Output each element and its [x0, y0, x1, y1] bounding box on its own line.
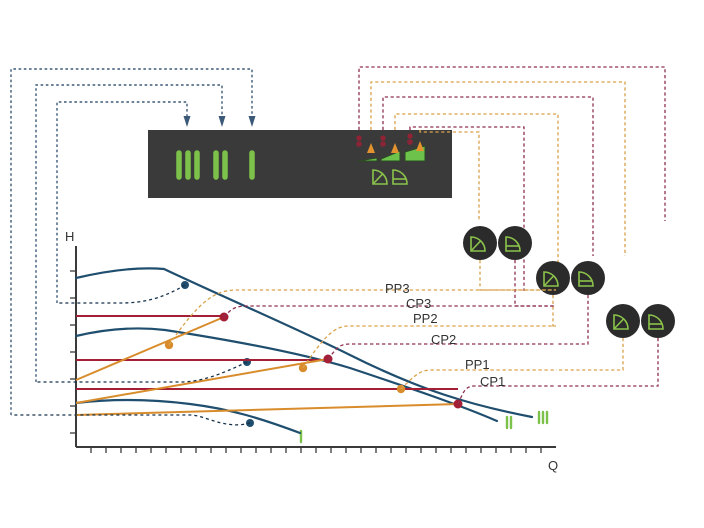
svg-text:CP1: CP1 [480, 374, 505, 389]
svg-text:PP2: PP2 [413, 311, 438, 326]
svg-text:PP1: PP1 [465, 357, 490, 372]
svg-text:CP3: CP3 [406, 296, 431, 311]
svg-text:CP2: CP2 [431, 332, 456, 347]
svg-text:H: H [65, 229, 74, 244]
svg-text:PP3: PP3 [385, 281, 410, 296]
svg-text:Q: Q [548, 458, 558, 473]
